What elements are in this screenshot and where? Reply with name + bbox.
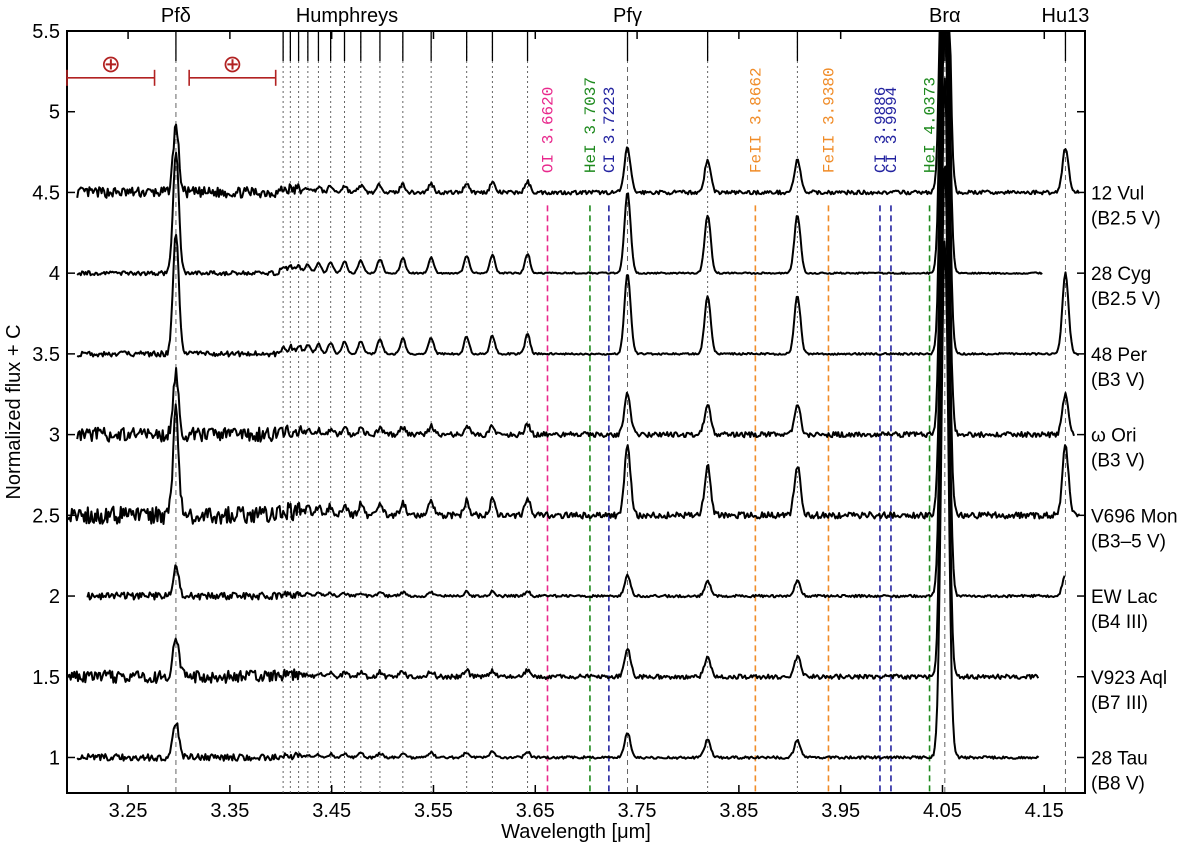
spectral-type-label: (B2.5 V) [1091, 289, 1161, 310]
x-tick-label: 3.85 [719, 800, 758, 822]
top-line-label: Pfγ [613, 5, 642, 27]
x-axis-title: Wavelength [μm] [501, 821, 651, 843]
line-id-label: FeII 3.9380 [820, 67, 838, 173]
star-labels: 12 Vul (B2.5 V) 28 Cyg (B2.5 V) 48 Per (B3 V)… [1091, 183, 1178, 794]
spectrum-line [76, 31, 1075, 443]
x-tick-label: 3.55 [414, 800, 453, 822]
y-tick-label: 2.5 [32, 505, 60, 527]
line-id-label: CI 3.9886 [872, 87, 890, 173]
earth-icon: ⊕ [222, 50, 242, 78]
x-tick-label: 3.65 [516, 800, 555, 822]
y-tick-label: 4.5 [32, 182, 60, 204]
x-tick-label: 4.15 [1025, 800, 1064, 822]
spectrum-line [66, 31, 1080, 525]
spectrum-line [76, 240, 1040, 762]
line-id-label: HeI 3.7037 [582, 77, 600, 173]
x-tick-label: 3.75 [618, 800, 657, 822]
y-tick-label: 3.5 [32, 344, 60, 366]
spectral-type-label: (B4 III) [1091, 612, 1148, 633]
line-id-label: FeII 3.8662 [747, 67, 765, 173]
spectral-type-label: (B3 V) [1091, 451, 1145, 472]
y-tick-label: 1 [49, 747, 60, 769]
star-name-label: 12 Vul [1091, 183, 1144, 204]
top-line-label: Brα [929, 5, 961, 27]
star-name-label: V923 Aql [1091, 668, 1167, 689]
line-id-label: OI 3.6620 [539, 87, 557, 173]
guide-lines [175, 31, 1067, 793]
y-axis-title: Normalized flux + C [3, 324, 25, 499]
spectral-type-label: (B2.5 V) [1091, 208, 1161, 229]
y-tick-label: 3 [49, 425, 60, 447]
x-tick-label: 3.95 [821, 800, 860, 822]
x-tick-label: 4.05 [923, 800, 962, 822]
line-identifications: OI 3.6620 HeI 3.7037 CI 3.7223 FeII 3.8662 F… [539, 67, 940, 793]
line-id-label: CI 3.9994 [883, 87, 901, 173]
spectra [66, 31, 1080, 762]
spectral-type-label: (B8 V) [1091, 773, 1145, 794]
star-name-label: EW Lac [1091, 587, 1158, 608]
y-tick-label: 2 [49, 586, 60, 608]
series-top-labels: Pfδ Humphreys Pfγ Brα Hu13 [161, 5, 1089, 27]
star-name-label: 28 Tau [1091, 748, 1148, 769]
spectrum-line [86, 77, 1066, 601]
y-tick-label: 4 [49, 263, 60, 285]
star-name-label: ω Ori [1091, 426, 1136, 447]
y-tick-label: 5 [49, 102, 60, 124]
plot-frame [66, 30, 1086, 794]
x-tick-label: 3.35 [210, 800, 249, 822]
axes: 3.25 3.35 3.45 3.55 3.65 3.75 3.85 3.95 4.05 4.15… [32, 21, 1085, 822]
spectrum-line [76, 31, 1043, 277]
line-id-label: CI 3.7223 [601, 87, 619, 173]
star-name-label: 48 Per [1091, 345, 1148, 366]
spectrum-line [76, 31, 1079, 358]
spectral-type-label: (B7 III) [1091, 693, 1148, 714]
top-line-label: Humphreys [296, 5, 398, 27]
spectrum-line [76, 31, 1080, 199]
x-tick-label: 3.45 [312, 800, 351, 822]
line-id-label: HeI 4.0373 [922, 77, 940, 173]
y-tick-label: 5.5 [32, 21, 60, 43]
telluric-markers: ⊕ ⊕ [66, 50, 277, 86]
x-tick-label: 3.25 [109, 800, 148, 822]
spectral-type-label: (B3 V) [1091, 370, 1145, 391]
earth-icon: ⊕ [101, 50, 121, 78]
spectral-type-label: (B3–5 V) [1091, 531, 1166, 552]
top-line-label: Pfδ [161, 5, 191, 27]
star-name-label: 28 Cyg [1091, 264, 1151, 285]
star-name-label: V696 Mon [1091, 506, 1178, 527]
top-line-label: Hu13 [1042, 5, 1090, 27]
spectrum-line [66, 165, 1040, 684]
y-tick-label: 1.5 [32, 667, 60, 689]
